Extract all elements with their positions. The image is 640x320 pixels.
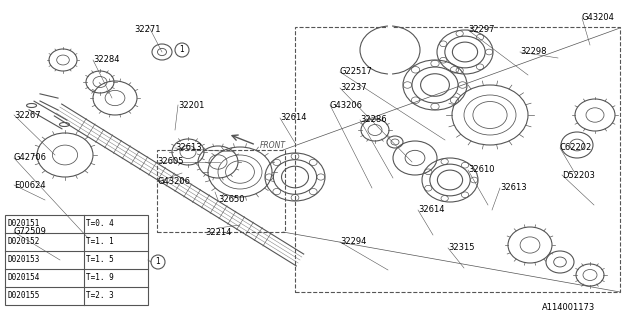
Text: 32214: 32214 (205, 228, 231, 237)
Text: G43206: G43206 (330, 100, 363, 109)
Text: T=1. 5: T=1. 5 (86, 255, 113, 265)
Text: A114001173: A114001173 (542, 303, 595, 313)
Text: FRONT: FRONT (260, 141, 286, 150)
Text: 32610: 32610 (468, 165, 495, 174)
Text: 32298: 32298 (520, 47, 547, 57)
Text: D020151: D020151 (7, 220, 40, 228)
Text: 1: 1 (156, 258, 161, 267)
Text: D020155: D020155 (7, 292, 40, 300)
Text: 32237: 32237 (340, 84, 367, 92)
Text: E00624: E00624 (14, 180, 45, 189)
Text: 32267: 32267 (14, 110, 40, 119)
Text: 32286: 32286 (360, 116, 387, 124)
Text: 32284: 32284 (93, 55, 120, 65)
Text: C62202: C62202 (560, 143, 592, 153)
Text: 32614: 32614 (280, 114, 307, 123)
Bar (157, 150, 285, 232)
Text: 32613: 32613 (500, 183, 527, 193)
Text: 1: 1 (180, 45, 184, 54)
Text: D52203: D52203 (562, 171, 595, 180)
Text: G43206: G43206 (157, 178, 190, 187)
Text: 32614: 32614 (418, 205, 445, 214)
Text: 32201: 32201 (178, 100, 204, 109)
Text: 32271: 32271 (135, 25, 161, 34)
Bar (5, 215, 148, 305)
Text: G22517: G22517 (340, 68, 373, 76)
Text: 32294: 32294 (340, 237, 366, 246)
Text: 32297: 32297 (468, 26, 495, 35)
Bar (295, 27, 620, 292)
Text: G43204: G43204 (582, 13, 615, 22)
Text: 32315: 32315 (448, 244, 474, 252)
Text: G72509: G72509 (14, 228, 47, 236)
Text: 32613: 32613 (175, 143, 202, 153)
Text: D020154: D020154 (7, 274, 40, 283)
Text: T=0. 4: T=0. 4 (86, 220, 113, 228)
Text: 32605: 32605 (157, 157, 184, 166)
Text: D020152: D020152 (7, 237, 40, 246)
Text: T=2. 3: T=2. 3 (86, 292, 113, 300)
Text: 32650: 32650 (218, 196, 244, 204)
Text: D020153: D020153 (7, 255, 40, 265)
Text: T=1. 1: T=1. 1 (86, 237, 113, 246)
Text: G42706: G42706 (14, 154, 47, 163)
Text: T=1. 9: T=1. 9 (86, 274, 113, 283)
